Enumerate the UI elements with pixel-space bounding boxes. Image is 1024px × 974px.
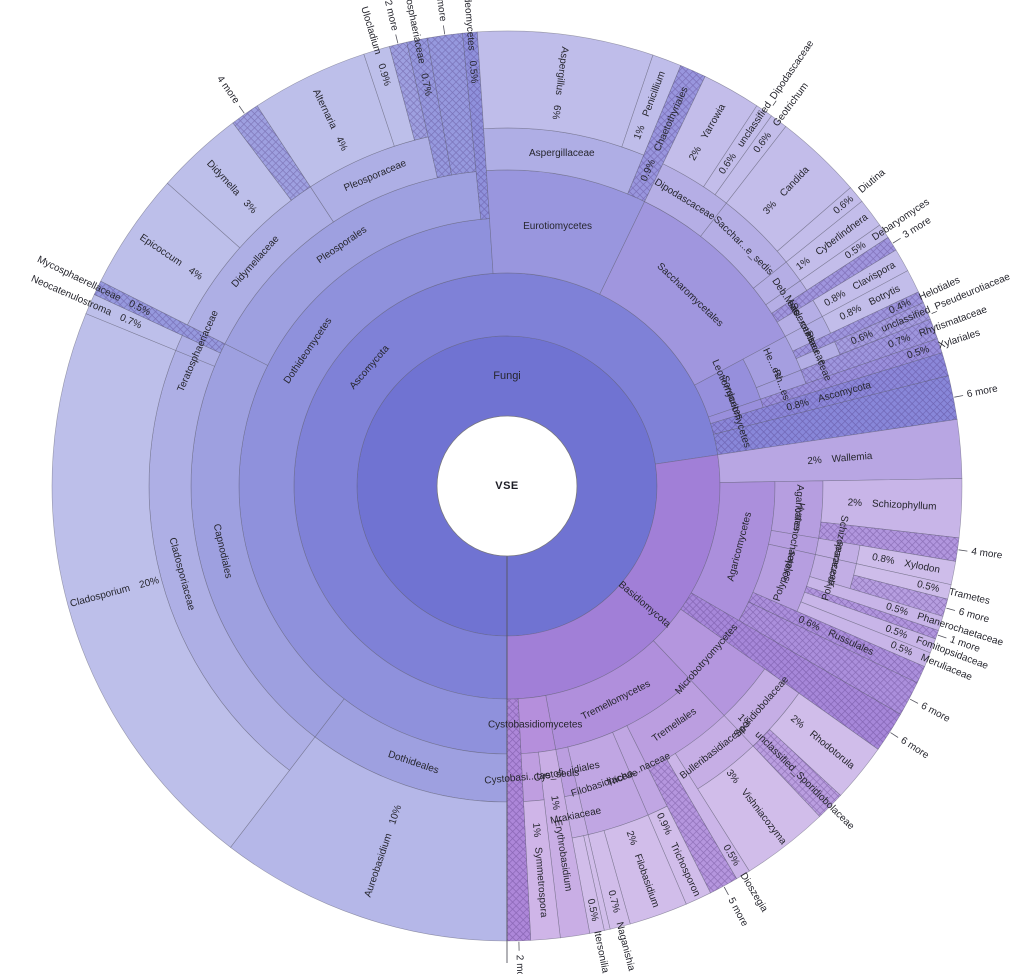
hatch-overlay [710, 352, 949, 435]
tick-4-more [958, 549, 968, 552]
hatch-overlay [771, 237, 896, 323]
hatch-overlay [94, 281, 225, 354]
hatch-overlay [748, 592, 925, 683]
wedge-cladosporium[interactable] [51, 313, 290, 848]
hatch-overlay [627, 65, 706, 202]
label-6-more: 6 more [919, 701, 952, 725]
hatch-overlay [680, 592, 901, 750]
label-agaricales: Agaricales [791, 484, 805, 531]
label-wallemia: 2% Wallemia [807, 451, 873, 467]
dataset-label: VSE [495, 480, 519, 492]
label-schizophyllum: 2% Schizophyllum [847, 497, 936, 512]
hatch-overlay [753, 729, 841, 817]
tick-3-more [892, 237, 901, 244]
tick-6-more [909, 698, 919, 704]
label-cystobasidiomycetes: Cystobasidiomycetes [488, 719, 582, 730]
tick-2-more [395, 34, 399, 44]
wedge-aureobasidium[interactable] [230, 736, 508, 942]
label-4-more: 4 more [214, 74, 241, 106]
label-6-more: 6 more [957, 606, 990, 625]
label-2-more: 2 more [382, 0, 400, 32]
tick-4-more [238, 105, 245, 114]
hatch-overlay [818, 522, 960, 562]
label-6-more: 6 more [898, 735, 931, 761]
label-4-more: 4 more [971, 546, 1004, 561]
label-aspergillaceae: Aspergillaceae [529, 148, 595, 159]
hatch-overlay [738, 601, 918, 715]
hatch-overlay [389, 42, 429, 141]
hatch-overlay [713, 375, 958, 455]
tick-6-more [954, 395, 964, 398]
hatch-overlay [760, 338, 943, 408]
hatch-overlay [648, 758, 737, 893]
hatch-overlay [804, 586, 939, 639]
label-5-more: 5 more [433, 0, 448, 23]
hatch-overlay [834, 302, 931, 355]
tick-5-more [443, 25, 446, 35]
hatch-overlay [792, 291, 924, 359]
hatch-overlay [427, 33, 477, 175]
tick-6-more [946, 607, 956, 611]
center-circle[interactable] [436, 415, 578, 557]
tick-6-more [890, 732, 899, 738]
hatch-overlay [232, 105, 311, 201]
label-2-more: 2 more [514, 955, 526, 974]
tick-1-more [937, 634, 947, 639]
hatch-overlay [849, 575, 948, 617]
label-5-more: 5 more [725, 896, 750, 929]
label-fungi: Fungi [493, 370, 521, 382]
hatch-overlay [406, 38, 452, 178]
tick-5-more [723, 886, 729, 896]
label-6-more: 6 more [966, 383, 999, 400]
label-eurotiomycetes: Eurotiomycetes [523, 221, 592, 232]
hatch-overlay [507, 698, 531, 941]
hatch-overlay [462, 31, 490, 220]
hatch-overlay [800, 319, 938, 384]
